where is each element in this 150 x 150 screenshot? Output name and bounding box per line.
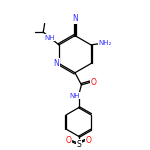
Text: NH: NH	[44, 35, 55, 41]
Text: S: S	[76, 140, 81, 149]
Text: O: O	[91, 78, 97, 87]
Text: N: N	[54, 59, 59, 68]
Text: NH: NH	[70, 93, 80, 99]
Text: O: O	[86, 136, 92, 145]
Text: NH₂: NH₂	[99, 40, 112, 46]
Text: N: N	[72, 14, 78, 23]
Text: O: O	[65, 136, 71, 145]
